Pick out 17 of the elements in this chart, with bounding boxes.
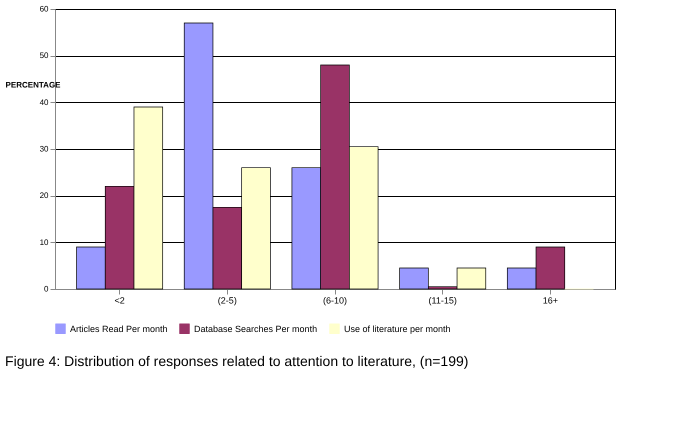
text: Figure 4: Distribution of responses related to attention to literature, (n=199): [5, 353, 468, 369]
y-tick-label: 10: [40, 238, 50, 247]
y-tick-label: 20: [40, 191, 50, 200]
y-axis-title: PERCENTAGE: [6, 80, 62, 90]
y-tick-label: 50: [40, 51, 50, 60]
x-tick-label: 16+: [542, 296, 558, 306]
y-tick-label: 60: [40, 4, 50, 14]
legend-label: Database Searches Per month: [194, 324, 318, 334]
x-tick-label: (6-10): [322, 296, 348, 306]
legend-label: Articles Read Per month: [70, 324, 168, 334]
x-tick-label: (2-5): [218, 296, 237, 306]
y-tick-label: 40: [40, 98, 50, 107]
x-tick-label: (11-15): [428, 296, 457, 306]
y-tick-label: 30: [40, 144, 50, 154]
legend-label: Use of literature per month: [344, 324, 451, 334]
y-tick-label: 0: [44, 284, 50, 294]
x-tick-label: <2: [114, 296, 125, 306]
